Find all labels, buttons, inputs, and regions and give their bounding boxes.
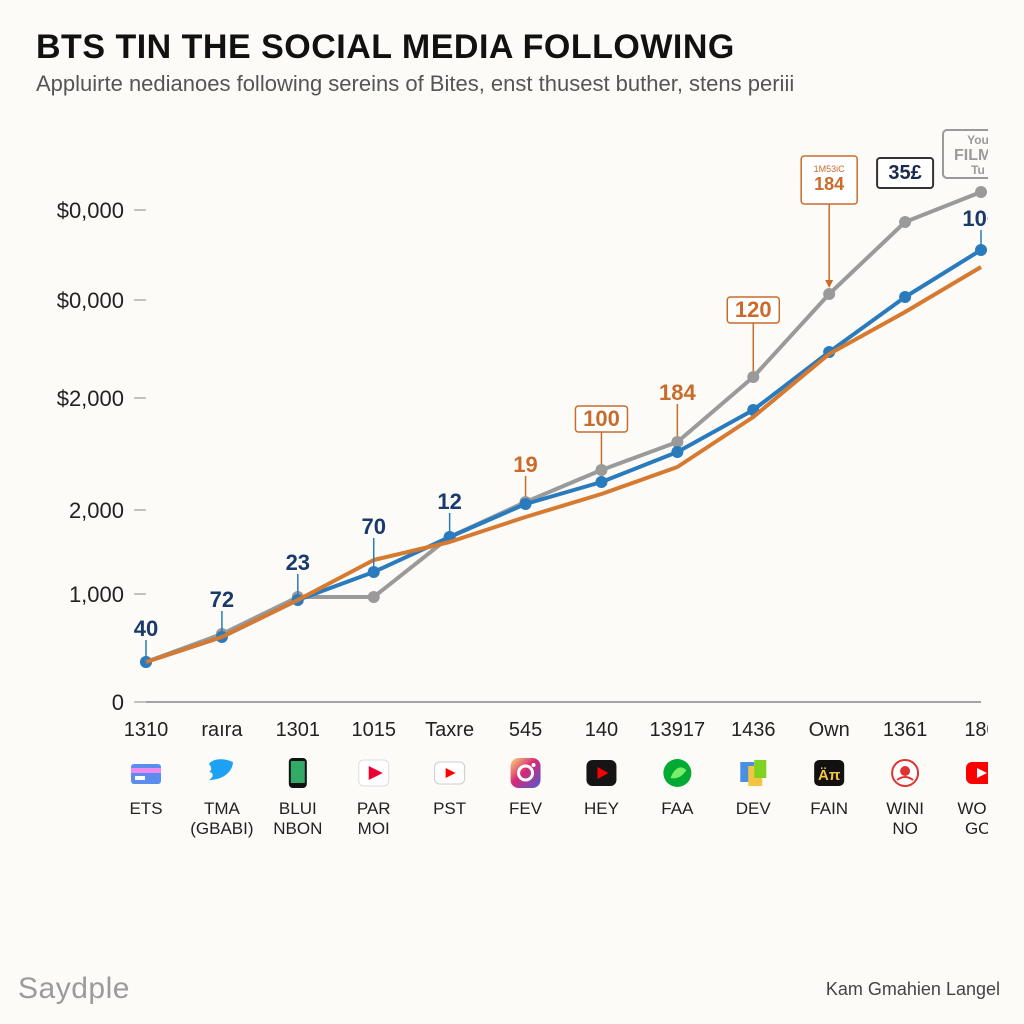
x-label: HEY <box>584 799 619 818</box>
x-label: ETS <box>129 799 162 818</box>
x-label: NBON <box>273 819 322 838</box>
point-label: 23 <box>286 550 310 575</box>
phone-icon <box>289 758 307 788</box>
callout-text: 35£ <box>888 162 921 184</box>
files-icon <box>740 760 766 786</box>
x-label: WINI <box>886 799 924 818</box>
point-label: 10+ <box>962 206 988 231</box>
y-tick-label: 0 <box>112 690 124 715</box>
marker-blue <box>595 476 607 488</box>
x-label: TMA <box>204 799 241 818</box>
leaf-icon <box>663 759 691 787</box>
point-label: 72 <box>210 587 234 612</box>
x-category: 545 <box>509 719 542 741</box>
chart-title: BTS TIN THE SOCIAL MEDIA FOLLOWING <box>36 28 988 67</box>
youtube-dark-icon <box>586 760 616 786</box>
footer-brand: Saydple <box>18 972 130 1006</box>
x-category: 13917 <box>650 719 706 741</box>
text-ah-icon: Äπ <box>814 760 844 786</box>
callout-text: 184 <box>814 174 844 194</box>
point-label: 40 <box>134 616 158 641</box>
twitter-icon <box>209 759 233 780</box>
point-label: 70 <box>361 514 385 539</box>
x-category: 180 <box>964 719 988 741</box>
x-label: PAR <box>357 799 391 818</box>
point-label: 12 <box>437 489 461 514</box>
marker-blue <box>899 291 911 303</box>
svg-text:1M53iC: 1M53iC <box>814 164 846 174</box>
x-category: 1310 <box>124 719 169 741</box>
marker-grey <box>595 464 607 476</box>
x-label: (GBABI) <box>190 819 253 838</box>
series-grey <box>146 192 981 662</box>
x-category: Taxre <box>425 719 474 741</box>
circle-red-icon <box>892 760 918 786</box>
x-category: 1301 <box>276 719 321 741</box>
marker-grey <box>975 186 987 198</box>
x-label: WOR( <box>957 799 988 818</box>
x-category: raıra <box>201 719 243 741</box>
youtube-white-icon <box>435 762 465 784</box>
card-icon <box>131 764 161 784</box>
x-category: 140 <box>585 719 618 741</box>
x-label: NO <box>892 819 918 838</box>
x-label: FAA <box>661 799 694 818</box>
svg-text:Äπ: Äπ <box>818 767 841 784</box>
x-label: FEV <box>509 799 543 818</box>
marker-blue <box>368 566 380 578</box>
y-tick-label: 1,000 <box>69 582 124 607</box>
point-label: 19 <box>513 452 537 477</box>
point-label: 184 <box>659 380 696 405</box>
y-tick-label: 2,000 <box>69 498 124 523</box>
svg-text:Tu: Tu <box>971 163 985 177</box>
x-label: FAIN <box>810 799 848 818</box>
chart-area: 0 1,000 2,000 $2,000 $0,000 $0,000 40 72 23 70 12 1… <box>36 120 988 954</box>
x-category: 1436 <box>731 719 776 741</box>
x-label: DEV <box>736 799 772 818</box>
x-category: 1015 <box>351 719 396 741</box>
marker-grey <box>823 288 835 300</box>
x-label: PST <box>433 799 466 818</box>
x-category: 1361 <box>883 719 928 741</box>
end-badge: YouFILMSTu <box>943 130 988 178</box>
marker-grey <box>747 371 759 383</box>
marker-grey <box>899 216 911 228</box>
x-label: BLUI <box>279 799 317 818</box>
marker-blue <box>520 498 532 510</box>
x-category: Own <box>809 719 850 741</box>
line-chart: 0 1,000 2,000 $2,000 $0,000 $0,000 40 72 23 70 12 1… <box>36 120 988 954</box>
instagram-icon <box>511 758 541 788</box>
point-label: 100 <box>583 406 620 431</box>
svg-text:You: You <box>967 133 988 147</box>
series-blue <box>146 250 981 662</box>
y-tick-label: $0,000 <box>57 288 124 313</box>
marker-grey <box>368 591 380 603</box>
chart-subtitle: Appluirte nedianoes following sereins of… <box>36 71 988 97</box>
y-tick-label: $0,000 <box>57 198 124 223</box>
x-label: MOI <box>358 819 390 838</box>
x-label: GO) <box>965 819 988 838</box>
svg-text:FILMS: FILMS <box>954 147 988 164</box>
series-orange <box>146 267 981 662</box>
footer-credit: Kam Gmahien Langel <box>826 979 1000 1000</box>
marker-blue <box>671 446 683 458</box>
y-tick-label: $2,000 <box>57 386 124 411</box>
point-label: 120 <box>735 297 772 322</box>
marker-blue <box>975 244 987 256</box>
play-triangle-icon <box>359 760 389 786</box>
youtube-red-icon <box>966 762 988 784</box>
